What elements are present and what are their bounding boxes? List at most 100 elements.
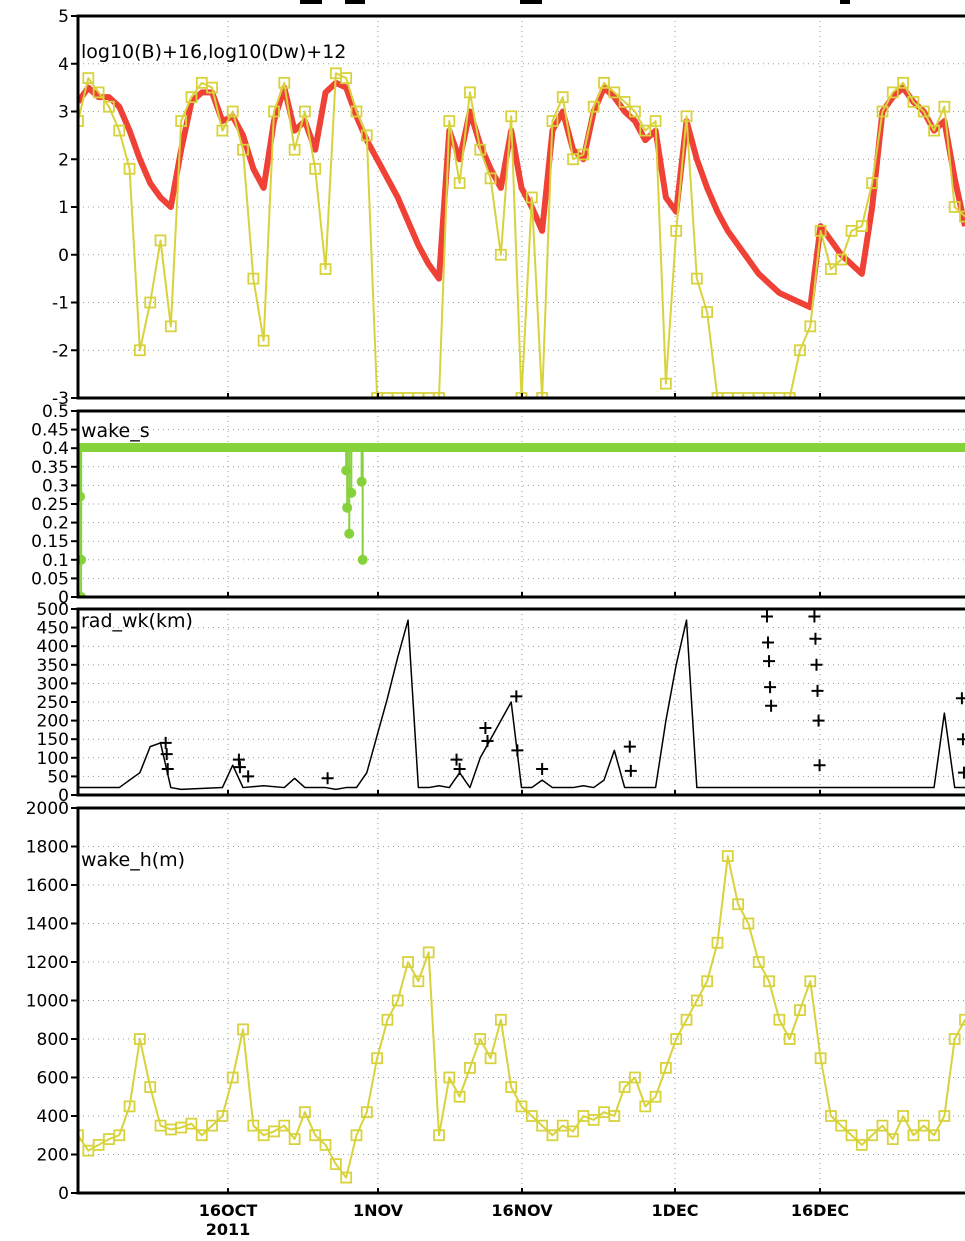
data-point <box>247 272 260 285</box>
data-point <box>624 764 637 777</box>
data-point <box>948 1033 961 1045</box>
data-point <box>453 762 466 775</box>
ytick-label: 1000 <box>26 992 69 1012</box>
data-point <box>133 1033 146 1045</box>
data-point <box>825 1110 837 1122</box>
data-point <box>670 1033 683 1045</box>
panel-1: -3 -2 -1 0 1 2 3 4 5 log10(B)+16,log10(Dw)+12 <box>52 7 965 409</box>
panel-label: wake_s <box>81 420 150 442</box>
xtick-label: 1DEC <box>651 1201 698 1220</box>
data-point <box>299 105 311 118</box>
data-point <box>113 124 126 137</box>
panel-frame <box>76 607 965 797</box>
data-point <box>810 658 823 671</box>
ytick-label: 1600 <box>26 876 69 896</box>
data-point <box>639 124 652 137</box>
xtick-label: 16NOV <box>491 1201 553 1220</box>
ytick-label: 0 <box>58 1184 69 1204</box>
ytick-label: -3 <box>52 389 69 409</box>
data-point <box>536 392 549 398</box>
data-point <box>257 334 270 347</box>
ytick-label: 100 <box>37 749 69 769</box>
data-point <box>309 162 322 175</box>
panel-label: log10(B)+16,log10(Dw)+12 <box>81 41 346 63</box>
data-point <box>412 975 425 988</box>
data-point <box>812 714 825 727</box>
data-point <box>371 1052 384 1065</box>
data-point <box>237 1023 249 1036</box>
data-point <box>876 1119 889 1132</box>
data-point <box>484 172 497 185</box>
data-point <box>78 115 84 127</box>
gridlines <box>78 411 965 597</box>
data-point <box>701 975 714 988</box>
ytick-label: 350 <box>37 656 69 676</box>
ytick-label: 450 <box>37 619 69 639</box>
data-point <box>481 735 494 748</box>
data-point <box>474 143 487 156</box>
ytick-label: 0.3 <box>42 476 69 496</box>
gridlines <box>78 16 965 398</box>
data-point <box>443 115 456 127</box>
panel-2: 00.050.10.150.20.250.30.350.40.450.5 wake… <box>31 402 965 608</box>
data-point <box>587 100 600 113</box>
data-point <box>808 610 821 623</box>
panel-label: wake_h(m) <box>81 849 185 871</box>
data-point <box>587 1113 600 1126</box>
data-point <box>742 917 755 930</box>
data-point <box>525 191 538 204</box>
data-point <box>618 1081 631 1094</box>
year-label: 2011 <box>206 1220 251 1239</box>
data-point <box>956 733 965 746</box>
ytick-label: 600 <box>37 1069 69 1089</box>
series-line-2 <box>78 72 965 398</box>
data-point <box>381 392 394 398</box>
plot-area <box>78 610 965 791</box>
data-point <box>598 76 610 89</box>
data-point <box>206 1119 218 1132</box>
data-point <box>835 253 848 266</box>
data-point <box>959 210 965 223</box>
data-point <box>742 392 755 398</box>
data-point <box>195 1129 208 1142</box>
data-point <box>233 761 246 774</box>
ytick-label: 200 <box>37 1146 69 1166</box>
data-point <box>567 1125 579 1138</box>
data-point <box>299 1106 311 1119</box>
data-point <box>917 105 930 118</box>
data-point <box>453 1090 466 1103</box>
ytick-label: 2000 <box>26 799 69 819</box>
data-point <box>763 975 775 988</box>
data-point <box>237 143 249 156</box>
data-point <box>268 105 280 118</box>
data-point <box>412 392 425 398</box>
data-point <box>814 224 827 237</box>
data-point <box>342 502 353 513</box>
data-point <box>623 740 636 753</box>
ytick-label: 0.05 <box>31 569 69 589</box>
ytick-label: 0.1 <box>42 551 69 571</box>
ytick-label: 5 <box>58 7 69 27</box>
data-point <box>907 96 920 108</box>
series-line-1 <box>78 619 965 791</box>
data-point <box>649 115 662 127</box>
panel-frame <box>76 806 965 1195</box>
panel-label: rad_wk(km) <box>81 610 193 632</box>
data-point <box>433 392 445 398</box>
ytick-label: 0 <box>58 588 69 608</box>
data-point <box>957 766 965 779</box>
data-point <box>123 1100 136 1113</box>
data-point <box>794 1004 806 1017</box>
data-point <box>164 320 177 333</box>
data-point <box>866 177 879 190</box>
data-point <box>160 748 173 761</box>
data-point <box>505 1081 518 1094</box>
ytick-label: 200 <box>37 712 69 732</box>
data-point <box>402 392 414 398</box>
data-point <box>505 110 518 123</box>
series-line-1 <box>78 79 965 311</box>
data-point <box>391 392 404 398</box>
data-point <box>309 1129 322 1142</box>
data-point <box>344 528 355 539</box>
data-point <box>350 1129 363 1142</box>
